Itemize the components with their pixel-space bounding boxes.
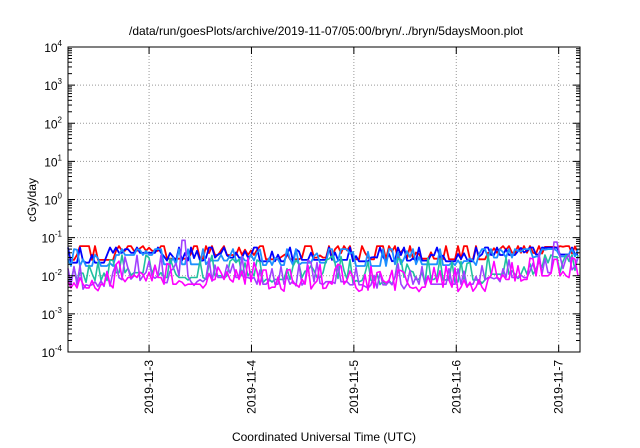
y-tick-label: 102 (44, 115, 62, 131)
x-tick-label: 2019-11-3 (142, 360, 156, 414)
series-line (67, 256, 579, 293)
y-tick-label: 103 (44, 77, 62, 93)
series-line (67, 248, 579, 267)
y-tick-label: 100 (44, 192, 62, 208)
y-tick-label: 10-1 (42, 230, 63, 246)
x-tick-label: 2019-11-7 (552, 360, 566, 414)
x-tick-label: 2019-11-5 (347, 360, 361, 414)
series-line (68, 245, 579, 261)
series-line (68, 254, 579, 286)
y-tick-label: 10-2 (42, 268, 63, 284)
y-axis-label: cGy/day (25, 178, 39, 222)
y-tick-label: 10-4 (42, 344, 63, 360)
series-layer (67, 239, 579, 293)
grid (68, 47, 580, 352)
x-axis-label: Coordinated Universal Time (UTC) (232, 430, 416, 444)
y-tick-label: 10-3 (42, 306, 63, 322)
chart-title: /data/run/goesPlots/archive/2019-11-07/0… (129, 24, 524, 38)
y-axis: 10-4 10-3 10-2 10-1 100 101 102 103 104 (42, 39, 580, 360)
x-tick-label: 2019-11-4 (244, 360, 258, 414)
x-axis: 2019-11-3 2019-11-4 2019-11-5 2019-11-6 2019… (142, 47, 566, 414)
x-tick-label: 2019-11-6 (449, 360, 463, 414)
y-tick-label: 101 (44, 153, 62, 169)
y-tick-label: 104 (44, 39, 62, 55)
